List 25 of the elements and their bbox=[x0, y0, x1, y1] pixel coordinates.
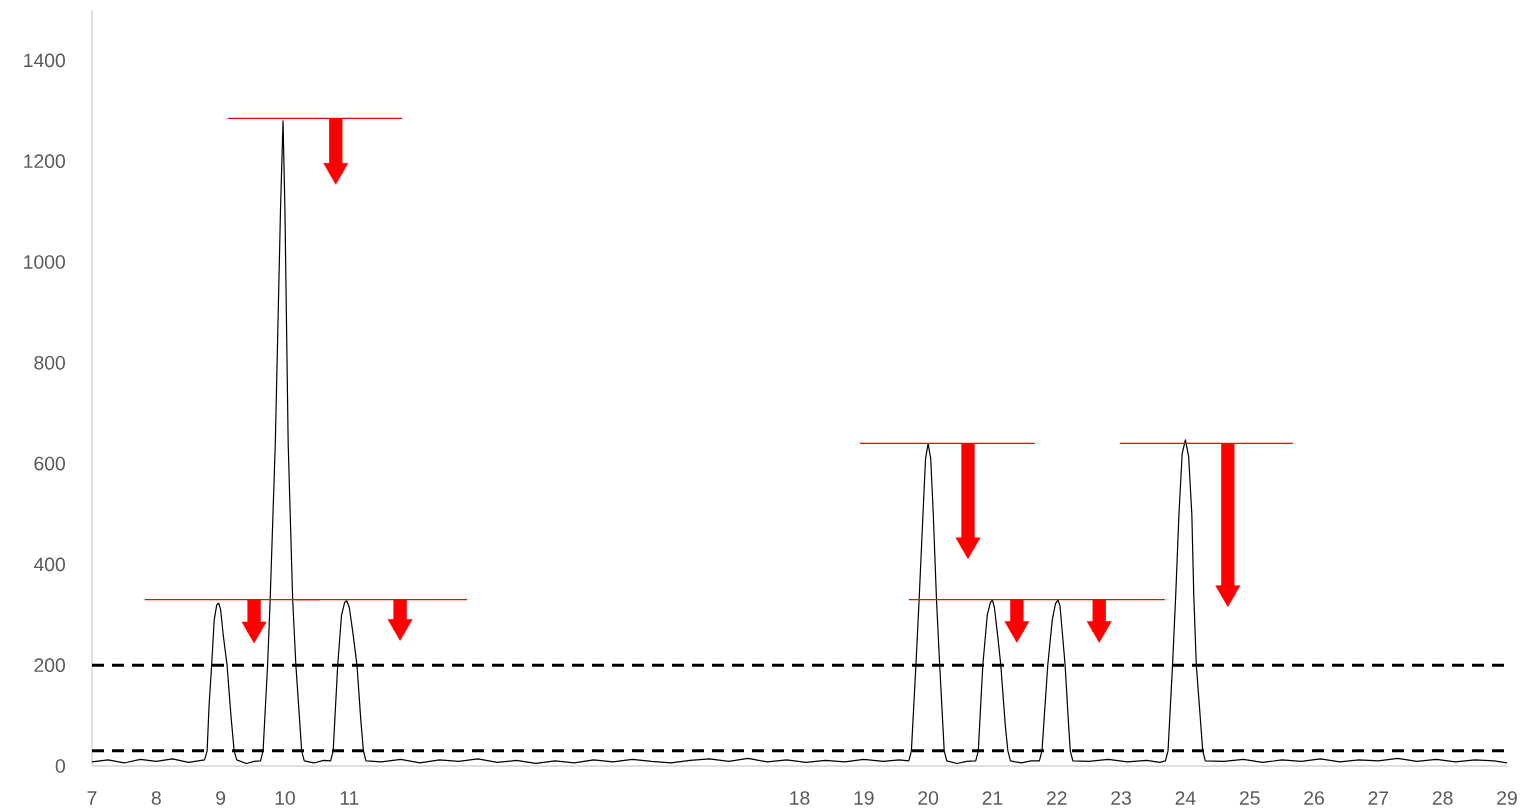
x-tick-label: 25 bbox=[1239, 791, 1260, 805]
x-tick-label: 10 bbox=[275, 791, 295, 805]
y-tick-label: 200 bbox=[34, 658, 65, 673]
x-tick-label: 18 bbox=[790, 791, 810, 805]
y-tick-label: 0 bbox=[55, 759, 65, 773]
x-tick-label: 27 bbox=[1368, 791, 1389, 805]
y-tick-label: 400 bbox=[33, 557, 65, 572]
x-tick-label: 8 bbox=[151, 791, 161, 805]
x-tick-label: 20 bbox=[918, 791, 939, 805]
x-tick-label: 9 bbox=[216, 791, 226, 805]
x-tick-label: 11 bbox=[340, 791, 359, 805]
x-tick-label: 7 bbox=[87, 791, 97, 805]
x-tick-label: 26 bbox=[1304, 791, 1324, 805]
x-tick-label: 24 bbox=[1175, 791, 1196, 805]
y-tick-label: 600 bbox=[34, 456, 65, 471]
y-tick-label: 1200 bbox=[24, 154, 65, 169]
y-tick-label: 800 bbox=[34, 355, 65, 370]
x-tick-label: 29 bbox=[1497, 791, 1517, 805]
y-tick-label: 1400 bbox=[24, 53, 65, 68]
y-tick-label: 1000 bbox=[24, 255, 65, 269]
x-tick-label: 22 bbox=[1046, 791, 1067, 805]
x-tick-label: 19 bbox=[854, 791, 874, 805]
x-tick-label: 28 bbox=[1432, 791, 1453, 805]
x-tick-label: 23 bbox=[1111, 791, 1131, 805]
x-tick-label: 21 bbox=[982, 791, 1003, 805]
